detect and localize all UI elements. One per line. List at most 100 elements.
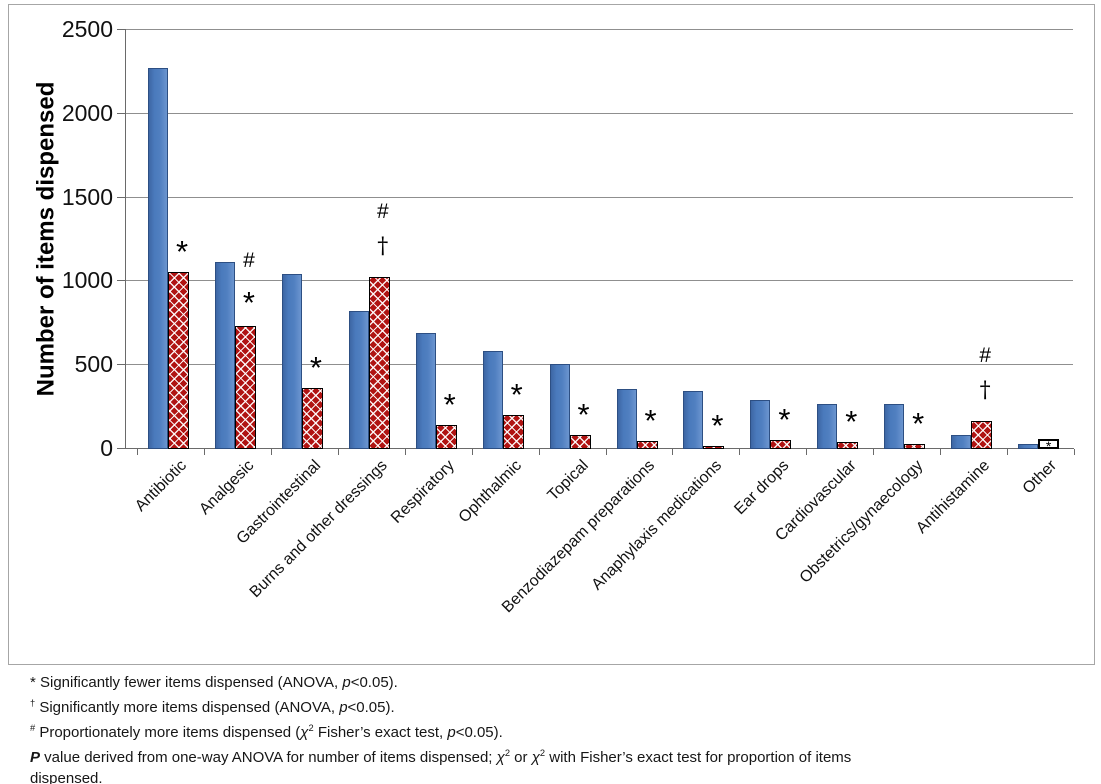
bar-blue-2 xyxy=(214,261,235,449)
x-tick-mark xyxy=(940,449,942,455)
bar-red-8 xyxy=(636,441,658,449)
significance-symbol: * xyxy=(309,349,322,385)
footnote-segment: Fisher’s exact test, xyxy=(313,724,448,741)
footnote-segment: 2 xyxy=(539,748,546,758)
footnote-segment: P xyxy=(30,749,41,766)
x-axis-line xyxy=(125,448,1074,449)
asterisk-inside-bar: * xyxy=(1045,438,1052,449)
bar-red-10 xyxy=(770,439,792,449)
significance-symbol: # xyxy=(243,248,255,272)
bar-red-3 xyxy=(301,387,323,449)
footnote-segment: † xyxy=(30,698,36,708)
x-category-label: Topical xyxy=(544,457,592,505)
significance-symbol: * xyxy=(242,284,255,320)
x-category-label: Other xyxy=(1019,457,1061,498)
significance-symbol: * xyxy=(175,234,189,270)
bar-red-1 xyxy=(168,272,189,449)
significance-symbol: * xyxy=(644,403,657,439)
gridline xyxy=(125,29,1073,30)
bar-blue-12 xyxy=(884,404,905,449)
bar-red-7 xyxy=(569,435,591,449)
x-tick-mark xyxy=(337,449,339,455)
x-tick-mark xyxy=(404,449,406,455)
y-tick-label: 500 xyxy=(74,351,113,378)
x-tick-mark xyxy=(873,449,875,455)
bar-blue-6 xyxy=(482,350,503,449)
x-tick-mark xyxy=(203,449,205,455)
footnote-segment: <0.05). xyxy=(455,724,503,741)
significance-symbol: † xyxy=(979,378,991,404)
bar-red-9 xyxy=(703,446,725,449)
significance-symbol: * xyxy=(912,405,925,441)
bar-red-2 xyxy=(234,325,256,449)
footnote-segment: 2 xyxy=(308,723,314,733)
bar-red-13 xyxy=(971,421,993,449)
x-category-label: Respiratory xyxy=(387,457,458,527)
bar-blue-1 xyxy=(148,67,168,449)
gridline xyxy=(125,364,1073,366)
x-tick-mark xyxy=(538,449,540,455)
gridline xyxy=(125,280,1073,282)
bar-red-5 xyxy=(435,425,457,449)
bar-red-14: * xyxy=(1038,438,1060,449)
footnote-segment: χ xyxy=(496,749,505,766)
y-tick-mark xyxy=(117,280,125,282)
bar-blue-7 xyxy=(549,364,570,449)
significance-symbol: † xyxy=(377,234,389,260)
footnote-segment: dispensed. xyxy=(30,770,103,784)
significance-symbol: * xyxy=(577,397,590,433)
x-category-label: Ear drops xyxy=(731,457,793,519)
bar-blue-10 xyxy=(750,400,771,449)
bar-blue-4 xyxy=(348,311,369,449)
x-tick-mark xyxy=(270,449,272,455)
gridline xyxy=(125,196,1073,198)
footnote-segment: with Fisher’s exact test for proportion … xyxy=(545,749,852,766)
significance-symbol: * xyxy=(711,408,724,444)
significance-symbol: * xyxy=(443,387,456,423)
bar-blue-14 xyxy=(1018,443,1039,449)
footnote-segment: # xyxy=(30,723,36,733)
bar-blue-13 xyxy=(951,434,972,449)
x-tick-mark xyxy=(1074,449,1076,455)
gridline xyxy=(125,112,1073,114)
y-axis-line xyxy=(125,29,126,449)
x-tick-mark xyxy=(1007,449,1009,455)
footnote-segment: Significantly more items dispensed (ANOV… xyxy=(35,699,340,716)
footnote-line: † Significantly more items dispensed (AN… xyxy=(30,693,1030,718)
footnote-line: P value derived from one-way ANOVA for n… xyxy=(30,743,1030,768)
x-category-label: Obstetrics/gynaecology xyxy=(796,457,927,587)
x-tick-mark xyxy=(672,449,674,455)
x-category-label: Ophthalmic xyxy=(455,457,525,527)
significance-symbol: * xyxy=(510,377,523,413)
x-tick-mark xyxy=(739,449,741,455)
bar-blue-9 xyxy=(683,391,704,449)
bar-blue-11 xyxy=(817,403,838,449)
footnote-segment: χ xyxy=(531,749,540,766)
significance-symbol: * xyxy=(778,401,791,437)
bar-blue-8 xyxy=(616,389,637,449)
x-tick-mark xyxy=(806,449,808,455)
significance-symbol: # xyxy=(376,200,389,224)
y-tick-mark xyxy=(117,448,125,449)
footnote-segment: 2 xyxy=(504,748,510,758)
x-category-label: Anaphylaxis medications xyxy=(588,457,726,594)
bar-blue-3 xyxy=(281,273,302,449)
footnote-segment: * Significantly fewer items dispensed (A… xyxy=(30,674,343,691)
footnote-segment: value derived from one-way ANOVA for num… xyxy=(40,749,497,766)
footnote-segment: <0.05). xyxy=(347,699,395,716)
footnote-segment: p xyxy=(339,699,348,716)
footnote-line: dispensed. xyxy=(30,768,1030,784)
x-category-label: Analgesic xyxy=(195,457,257,519)
bar-red-11 xyxy=(837,442,859,449)
y-tick-mark xyxy=(117,364,125,366)
x-tick-mark xyxy=(471,449,473,455)
y-tick-label: 1500 xyxy=(61,183,113,210)
footnote-line: # Proportionately more items dispensed (… xyxy=(30,718,1030,743)
bar-red-12 xyxy=(904,443,926,449)
bar-red-6 xyxy=(502,415,524,449)
footnote-segment: <0.05). xyxy=(350,674,398,691)
x-tick-mark xyxy=(137,449,138,455)
y-tick-mark xyxy=(117,196,125,198)
